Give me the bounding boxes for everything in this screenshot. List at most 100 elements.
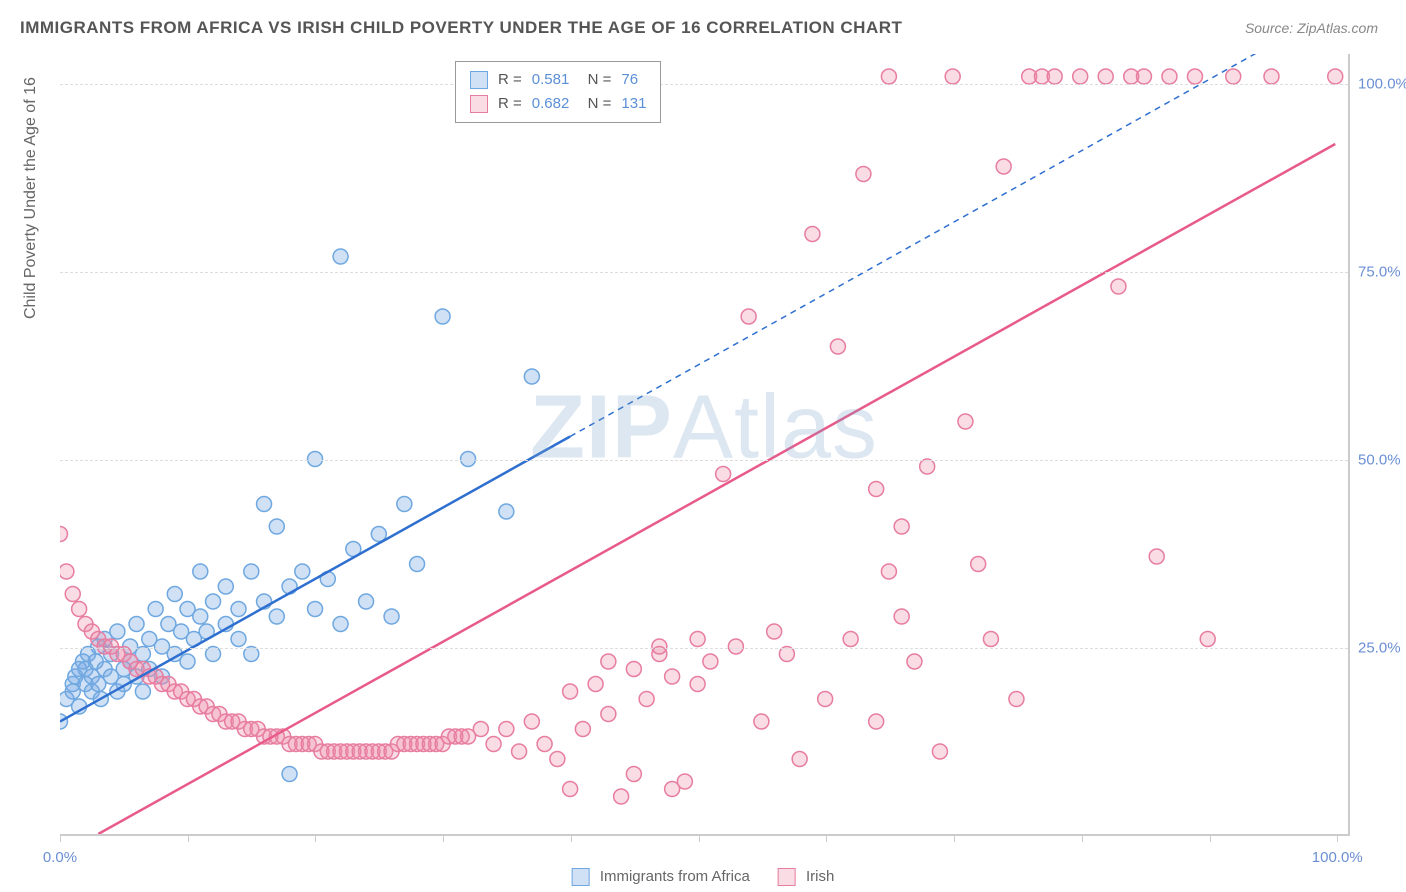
- r-label: R =: [498, 68, 522, 92]
- x-tick-label: 100.0%: [1312, 849, 1363, 866]
- scatter-point: [932, 744, 947, 759]
- scatter-point: [359, 594, 374, 609]
- scatter-point: [499, 504, 514, 519]
- scatter-point: [435, 309, 450, 324]
- stats-swatch-1: [470, 95, 488, 113]
- scatter-point: [996, 159, 1011, 174]
- r-value-1: 0.682: [532, 92, 570, 116]
- x-tick: [1082, 834, 1083, 842]
- scatter-point: [601, 654, 616, 669]
- scatter-point: [830, 339, 845, 354]
- scatter-point: [384, 609, 399, 624]
- r-value-0: 0.581: [532, 68, 570, 92]
- scatter-point: [537, 737, 552, 752]
- y-axis-title: Child Poverty Under the Age of 16: [22, 77, 40, 319]
- scatter-point: [1149, 549, 1164, 564]
- scatter-point: [703, 654, 718, 669]
- scatter-point: [665, 669, 680, 684]
- scatter-point: [167, 587, 182, 602]
- scatter-point: [1136, 69, 1151, 84]
- legend-swatch-1: [778, 868, 796, 886]
- scatter-point: [958, 414, 973, 429]
- x-tick: [315, 834, 316, 842]
- scatter-point: [72, 602, 87, 617]
- gridline: [60, 272, 1348, 273]
- scatter-point: [894, 519, 909, 534]
- gridline: [60, 460, 1348, 461]
- scatter-point: [792, 752, 807, 767]
- scatter-point: [894, 609, 909, 624]
- scatter-point: [257, 497, 272, 512]
- x-tick: [1210, 834, 1211, 842]
- scatter-point: [626, 662, 641, 677]
- scatter-point: [308, 452, 323, 467]
- scatter-point: [1073, 69, 1088, 84]
- scatter-point: [869, 482, 884, 497]
- scatter-point: [269, 519, 284, 534]
- scatter-point: [614, 789, 629, 804]
- scatter-point: [588, 677, 603, 692]
- stats-row-1: R = 0.682 N = 131: [470, 92, 646, 116]
- scatter-point: [767, 624, 782, 639]
- gridline: [60, 84, 1348, 85]
- scatter-point: [410, 557, 425, 572]
- scatter-point: [754, 714, 769, 729]
- scatter-point: [690, 677, 705, 692]
- scatter-point: [1111, 279, 1126, 294]
- n-label: N =: [579, 68, 611, 92]
- scatter-point: [639, 692, 654, 707]
- scatter-point: [1328, 69, 1343, 84]
- scatter-point: [907, 654, 922, 669]
- plot-area: ZIPAtlas 25.0%50.0%75.0%100.0%0.0%100.0%: [60, 54, 1350, 836]
- scatter-point: [1226, 69, 1241, 84]
- x-tick-label: 0.0%: [43, 849, 77, 866]
- scatter-point: [1162, 69, 1177, 84]
- scatter-point: [295, 564, 310, 579]
- x-tick: [188, 834, 189, 842]
- scatter-point: [218, 579, 233, 594]
- scatter-point: [1047, 69, 1062, 84]
- scatter-point: [499, 722, 514, 737]
- scatter-point: [971, 557, 986, 572]
- scatter-point: [1200, 632, 1215, 647]
- scatter-point: [881, 69, 896, 84]
- scatter-point: [135, 684, 150, 699]
- scatter-point: [920, 459, 935, 474]
- scatter-point: [818, 692, 833, 707]
- scatter-point: [512, 744, 527, 759]
- r-label: R =: [498, 92, 522, 116]
- x-tick: [826, 834, 827, 842]
- scatter-point: [333, 249, 348, 264]
- scatter-point: [524, 369, 539, 384]
- scatter-point: [1264, 69, 1279, 84]
- legend-swatch-0: [572, 868, 590, 886]
- x-tick: [954, 834, 955, 842]
- trend-line-extrapolated: [570, 54, 1335, 437]
- scatter-point: [856, 167, 871, 182]
- scatter-point: [486, 737, 501, 752]
- gridline: [60, 648, 1348, 649]
- x-tick: [699, 834, 700, 842]
- legend-label-1: Irish: [806, 868, 834, 885]
- scatter-point: [461, 452, 476, 467]
- y-tick-label: 75.0%: [1358, 264, 1406, 281]
- legend-bottom: Immigrants from Africa Irish: [572, 868, 835, 886]
- scatter-point: [65, 587, 80, 602]
- trend-line: [60, 437, 570, 722]
- stats-row-0: R = 0.581 N = 76: [470, 68, 646, 92]
- x-tick: [60, 834, 61, 842]
- scatter-point: [716, 467, 731, 482]
- scatter-point: [206, 594, 221, 609]
- y-tick-label: 100.0%: [1358, 76, 1406, 93]
- scatter-point: [473, 722, 488, 737]
- scatter-point: [60, 527, 67, 542]
- legend-item-0: Immigrants from Africa: [572, 868, 750, 886]
- x-tick: [571, 834, 572, 842]
- scatter-point: [333, 617, 348, 632]
- scatter-point: [945, 69, 960, 84]
- n-value-0: 76: [621, 68, 638, 92]
- scatter-point: [129, 617, 144, 632]
- scatter-point: [1098, 69, 1113, 84]
- scatter-point: [193, 564, 208, 579]
- scatter-point: [231, 632, 246, 647]
